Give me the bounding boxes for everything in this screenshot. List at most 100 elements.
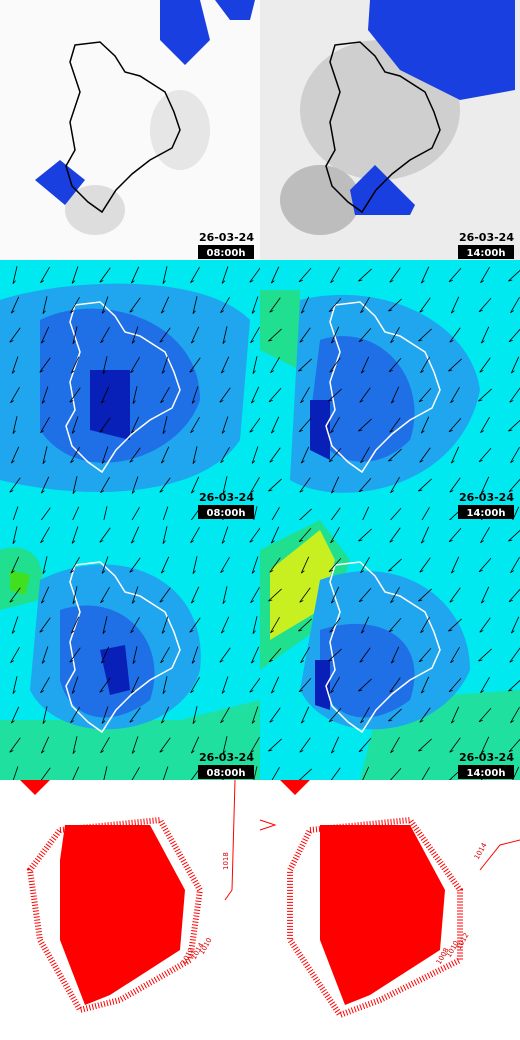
wind-arrow [508,269,520,282]
wind-arrow [190,417,200,434]
wind-arrow [131,736,139,754]
wind-arrow [160,296,170,314]
wind-arrow [100,477,110,494]
wind-arrow [268,738,282,752]
time-label: 14:00h [467,768,506,779]
wind-arrow [191,646,199,664]
wind-arrow [70,297,80,314]
wind-arrow [190,476,200,494]
wind-arrow [101,296,109,314]
wind-arrow [418,648,432,663]
wind-arrow [190,326,200,344]
wind-arrow [478,298,492,313]
wind-arrow [388,448,402,462]
wind-arrow [508,529,520,542]
wind-arrow [269,447,281,463]
wind-arrow [71,676,79,694]
wind-arrow [299,477,311,493]
wind-arrow [220,707,230,724]
wind-arrow [42,556,48,575]
wind-arrow [330,527,340,544]
wind-arrow [250,737,260,754]
wind-arrow [420,416,430,434]
wind-arrow [360,447,370,464]
time-label: 14:00h [467,248,506,259]
contour-label: 1018 [222,852,230,870]
wind-arrow [10,647,20,664]
wind-arrow [450,706,460,724]
wind-arrow [298,418,312,433]
date-label: 26-03-24 [459,231,514,244]
wind-arrow [480,527,490,544]
date-label: 26-03-24 [199,751,254,764]
wind-arrow [420,676,430,694]
date-label: 26-03-24 [459,491,514,504]
wind-arrow [129,297,141,313]
wind-arrow [330,267,340,284]
wind-arrow [509,647,520,663]
wind-arrow [249,677,261,693]
wind-arrow [99,417,111,433]
wind-arrow [269,297,281,313]
wind-arrow [450,296,460,314]
wind-arrow [479,617,491,633]
wind-arrow [99,527,111,543]
wind-arrow [388,358,402,373]
wind-arrow [42,296,48,315]
wind-arrow [330,586,340,604]
wind-arrow [388,298,402,312]
wind-arrow [71,526,79,544]
wind-arrow [40,476,50,494]
wind-arrow [510,447,520,464]
wind-arrow [298,618,312,632]
wind-arrow [129,557,141,573]
time-box [198,765,254,779]
wind-arrow [99,267,111,283]
wind-arrow [220,447,230,464]
wind-arrow [249,527,261,543]
wind-arrow [479,357,491,373]
wind-arrow [11,616,19,634]
wind-arrow [130,526,140,544]
wind-arrow [130,266,140,284]
wind-arrow [448,618,462,632]
wind-arrow [192,446,198,465]
time-label: 08:00h [207,768,246,779]
wind-arrow [390,646,400,664]
wind-arrow [100,587,110,604]
wind-arrow [508,419,520,432]
wind-arrow [101,706,109,724]
wind-arrow [129,707,141,723]
wind-arrow [480,586,490,604]
wind-arrow [480,267,490,284]
wind-arrow [510,557,520,574]
wind-arrow [270,416,280,434]
wind-arrow [300,556,310,574]
wind-arrow [102,616,108,635]
wind-arrow [250,477,260,494]
wind-arrow [510,616,520,634]
wind-arrow [420,266,430,284]
wind-arrow [131,326,139,344]
wind-arrow [418,328,432,342]
wind-panel [260,260,520,524]
wind-arrow [10,556,20,574]
wind-arrow [12,266,18,285]
wind-arrow [219,647,231,663]
wind-arrow [480,417,490,434]
wind-arrow [100,737,110,754]
wind-arrow [219,387,231,403]
wind-arrow [10,296,20,314]
wind-arrow [298,268,312,283]
wind-arrow [270,357,280,374]
wind-arrow [40,267,50,284]
wind-arrow [69,647,81,663]
wind-arrow [221,676,229,694]
wind-arrow [448,358,462,372]
wind-arrow [358,588,372,603]
wind-arrow [100,386,110,404]
wind-arrow [419,297,431,313]
wind-arrow [298,678,312,693]
wind-arrow [162,676,168,695]
wind-arrow [222,476,228,495]
